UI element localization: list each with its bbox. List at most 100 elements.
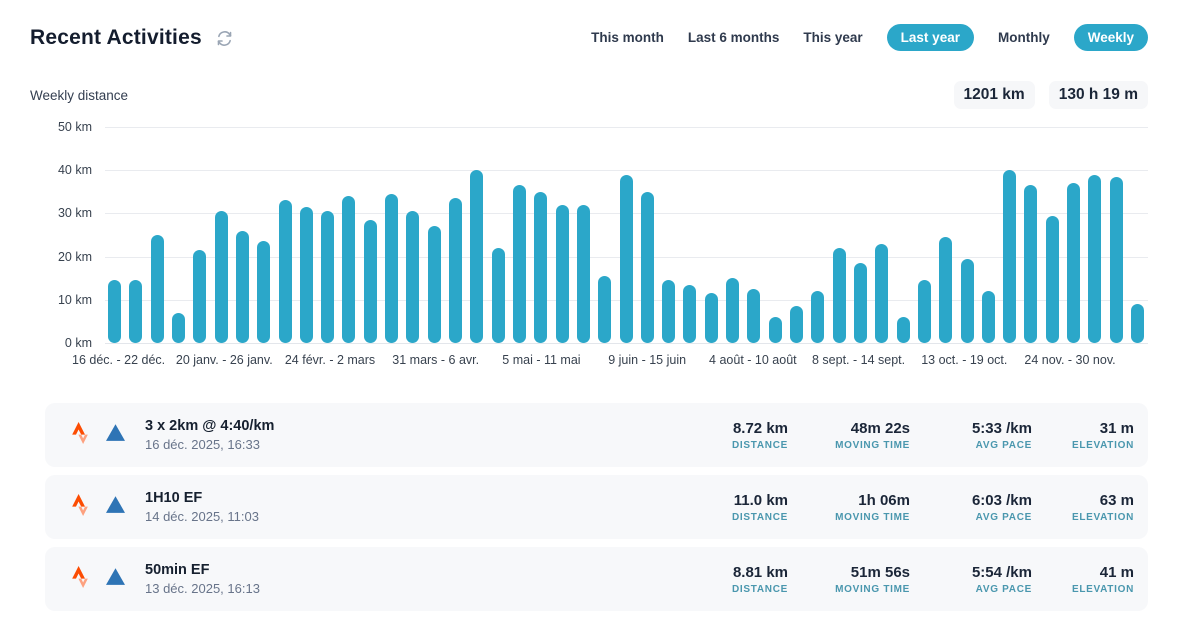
weekly-distance-bar[interactable] [555,204,569,343]
total-distance-badge: 1201 km [953,81,1035,109]
weekly-distance-bar[interactable] [342,196,356,343]
weekly-distance-bar[interactable] [853,263,867,343]
weekly-distance-bar[interactable] [1003,170,1017,343]
stat-value: 6:03 /km [971,491,1032,509]
page-title: Recent Activities [30,25,202,49]
stat-value: 31 m [1099,419,1134,437]
weekly-distance-bar[interactable] [811,291,825,343]
stat-label: ELEVATION [1071,511,1134,523]
weekly-distance-bar[interactable] [832,247,846,343]
weekly-distance-bar[interactable] [470,170,484,343]
stat-value: 8.81 km [732,563,788,581]
weekly-distance-bar[interactable] [981,291,995,343]
weekly-distance-bar[interactable] [171,312,185,343]
stat-value: 48m 22s [850,419,910,437]
stat-label: MOVING TIME [835,439,910,451]
weekly-distance-bar[interactable] [214,211,228,343]
weekly-distance-bar[interactable] [299,206,313,343]
weekly-distance-bar[interactable] [534,191,548,343]
activity-title: 50min EF [145,562,210,578]
weekly-distance-bar[interactable] [576,204,590,343]
stat-moving-time: 48m 22s MOVING TIME [788,420,910,451]
total-time-badge: 130 h 19 m [1048,81,1148,109]
weekly-distance-bar[interactable] [939,237,953,343]
weekly-distance-bar[interactable] [257,241,271,343]
activity-row[interactable]: 1H10 EF 14 déc. 2025, 11:03 11.0 km DISTANC… [45,475,1148,539]
weekly-distance-bar[interactable] [619,174,633,343]
stat-value: 51m 56s [850,563,910,581]
weekly-distance-bar[interactable] [662,280,676,343]
stat-label: AVG PACE [975,583,1032,595]
weekly-distance-bar[interactable] [321,211,335,343]
time-range-filters: This month Last 6 months This year Last yea… [591,24,1148,51]
weekly-distance-bar[interactable] [1067,183,1081,343]
weekly-distance-bar[interactable] [363,219,377,343]
stat-avg-pace: 5:33 /km AVG PACE [910,420,1032,451]
weekly-distance-bar[interactable] [917,280,931,343]
weekly-distance-bar[interactable] [875,243,889,343]
weekly-distance-bar[interactable] [512,185,526,343]
weekly-distance-bar[interactable] [278,200,292,343]
weekly-distance-bar[interactable] [1109,176,1123,343]
filter-this-year[interactable]: This year [803,30,863,45]
stat-moving-time: 51m 56s MOVING TIME [788,564,910,595]
stat-value: 5:54 /km [971,563,1032,581]
weekly-distance-bar[interactable] [726,278,740,343]
weekly-distance-bar[interactable] [491,247,505,343]
chart-title: Weekly distance [30,87,129,103]
weekly-distance-bar[interactable] [427,226,441,343]
weekly-distance-bar[interactable] [1088,174,1102,343]
x-axis-label: 16 déc. - 22 déc. [72,353,166,367]
stat-distance: 8.72 km DISTANCE [683,420,788,451]
chart-x-axis: 16 déc. - 22 déc. 20 janv. - 26 janv. 24 f… [72,353,1144,379]
strava-logo-icon [69,493,91,521]
stat-value: 11.0 km [733,491,788,509]
filter-last-year[interactable]: Last year [886,24,974,51]
weekly-distance-bar[interactable] [129,280,143,343]
weekly-distance-bar[interactable] [193,250,207,343]
weekly-distance-bar[interactable] [1024,185,1038,343]
weekly-distance-bar[interactable] [704,293,718,343]
weekly-distance-bar[interactable] [108,280,121,343]
x-axis-label: 4 août - 10 août [709,353,797,367]
x-axis-label: 31 mars - 6 avr. [392,353,480,367]
stat-label: MOVING TIME [835,583,910,595]
weekly-distance-bar[interactable] [640,191,654,343]
activity-row[interactable]: 50min EF 13 déc. 2025, 16:13 8.81 km DISTAN… [45,547,1148,611]
weekly-distance-bar[interactable] [449,198,462,343]
weekly-distance-chart: 50 km 40 km 30 km 20 km 10 km 0 km 16 déc. - … [30,120,1148,379]
weekly-distance-bar[interactable] [768,317,782,343]
weekly-distance-bar[interactable] [960,258,974,343]
stat-elevation: 63 m ELEVATION [1032,492,1134,523]
weekly-distance-bar[interactable] [790,306,803,343]
weekly-distance-bar[interactable] [150,235,164,343]
activity-datetime: 16 déc. 2025, 16:33 [145,437,260,452]
stat-avg-pace: 5:54 /km AVG PACE [910,564,1032,595]
x-axis-label: 24 nov. - 30 nov. [1024,353,1116,367]
weekly-distance-bar[interactable] [1131,304,1144,343]
stat-label: AVG PACE [975,511,1032,523]
stat-label: DISTANCE [732,583,788,595]
y-axis-label: 40 km [57,163,92,178]
weekly-distance-bar[interactable] [896,317,910,343]
weekly-distance-bar[interactable] [747,289,761,343]
weekly-distance-bar[interactable] [385,193,399,343]
refresh-icon[interactable] [216,30,233,47]
stat-value: 5:33 /km [971,419,1032,437]
weekly-distance-bar[interactable] [1045,215,1059,343]
stat-value: 8.72 km [732,419,788,437]
stat-label: ELEVATION [1071,583,1134,595]
x-axis-label: 13 oct. - 19 oct. [921,353,1008,367]
filter-this-month[interactable]: This month [591,30,664,45]
filter-weekly[interactable]: Weekly [1073,24,1148,51]
filter-monthly[interactable]: Monthly [997,30,1050,45]
chart-summary: Weekly distance 1201 km 130 h 19 m [30,81,1148,109]
weekly-distance-bar[interactable] [598,276,612,343]
activity-row[interactable]: 3 x 2km @ 4:40/km 16 déc. 2025, 16:33 8.72… [45,403,1148,467]
weekly-distance-bar[interactable] [235,230,249,343]
y-axis-label: 50 km [57,120,92,134]
weekly-distance-bar[interactable] [683,284,697,343]
weekly-distance-bar[interactable] [406,211,420,343]
filter-last-6-months[interactable]: Last 6 months [687,30,780,45]
